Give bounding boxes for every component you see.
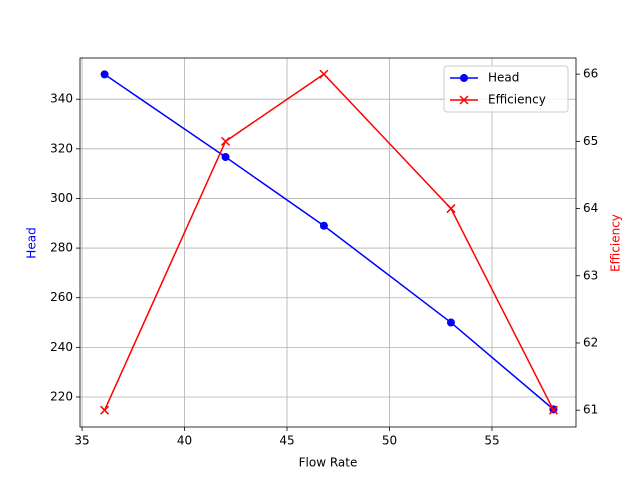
data-point	[100, 70, 109, 79]
y-tick-label: 280	[50, 241, 73, 255]
series-line	[104, 73, 554, 410]
x-axis-label: Flow Rate	[299, 456, 358, 470]
legend-label: Efficiency	[488, 93, 546, 107]
y-tick-label: 220	[50, 389, 73, 403]
legend-marker	[459, 95, 469, 105]
y2-axis-label: Efficiency	[609, 214, 623, 272]
y-tick-label: 300	[50, 191, 73, 205]
legend-label: Head	[488, 71, 519, 85]
y2-tick-label: 62	[583, 335, 598, 349]
data-point	[446, 318, 455, 327]
data-point	[446, 204, 456, 214]
data-point	[220, 136, 231, 146]
data-point	[100, 405, 110, 415]
y-tick-label: 240	[50, 340, 73, 354]
y2-tick-label: 64	[583, 201, 598, 215]
y2-tick-label: 66	[583, 67, 598, 81]
plot-frame	[79, 57, 577, 428]
x-tick-label: 55	[484, 434, 499, 448]
data-point	[319, 69, 329, 79]
y-tick-label: 340	[50, 92, 73, 106]
data-point	[221, 153, 230, 162]
y-tick-label: 260	[50, 290, 73, 304]
series-line	[103, 73, 555, 411]
data-point	[319, 221, 328, 230]
y-tick-label: 320	[50, 141, 73, 155]
x-tick-label: 35	[74, 434, 89, 448]
x-tick-label: 50	[382, 434, 397, 448]
x-tick-label: 45	[279, 434, 294, 448]
x-tick-label: 40	[177, 434, 192, 448]
legend-marker	[460, 74, 468, 82]
y2-tick-label: 65	[583, 134, 598, 148]
data-point	[548, 405, 558, 415]
y-axis-label: Head	[25, 227, 39, 258]
y2-tick-label: 63	[583, 268, 598, 282]
y2-tick-label: 61	[583, 403, 598, 417]
